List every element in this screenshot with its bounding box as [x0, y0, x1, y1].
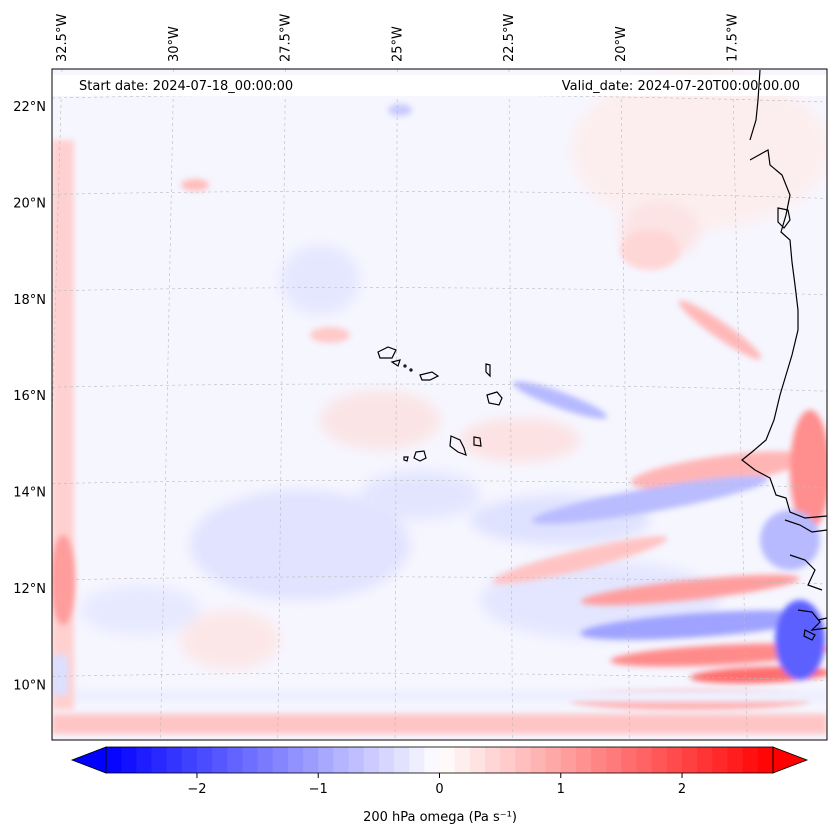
- colorbar-segment: [257, 747, 274, 773]
- colorbar-segment: [196, 747, 213, 773]
- colorbar-segment: [682, 747, 698, 773]
- colorbar-tick-label: −2: [187, 782, 206, 797]
- colorbar-segment: [697, 747, 713, 773]
- colorbar-extend-left: [70, 746, 107, 774]
- colorbar-segment: [530, 747, 547, 773]
- colorbar-segment: [363, 747, 380, 773]
- colorbar-segment: [757, 747, 774, 773]
- colorbar-segment: [575, 747, 592, 773]
- latitude-label: 22°N: [13, 100, 46, 115]
- start-date-label: Start date: 2024-07-18_00:00:00: [79, 79, 293, 94]
- latitude-label: 16°N: [13, 389, 46, 404]
- colorbar-segment: [378, 747, 395, 773]
- colorbar-segment: [591, 747, 607, 773]
- latitude-gridline: [52, 576, 827, 585]
- longitude-gridline: [508, 69, 513, 740]
- omega-field: [52, 70, 827, 734]
- colorbar-segment: [454, 747, 471, 773]
- colorbar-segment: [227, 747, 244, 773]
- colorbar-segment: [515, 747, 532, 773]
- latitude-labels: 22°N 20°N 18°N 16°N 14°N 12°N 10°N: [13, 100, 46, 693]
- colorbar-segment: [181, 747, 198, 773]
- colorbar-segment: [272, 747, 289, 773]
- colorbar-segment: [151, 747, 168, 773]
- longitude-label: 22.5°W: [502, 14, 517, 62]
- colorbar-segment: [666, 747, 683, 773]
- coastline: [741, 69, 827, 641]
- latitude-gridline: [52, 672, 827, 681]
- colorbar-segment: [560, 747, 577, 773]
- colorbar-segment: [348, 747, 365, 773]
- latitude-label: 10°N: [13, 678, 46, 693]
- graticule: [52, 69, 827, 740]
- colorbar-segment: [651, 747, 668, 773]
- latitude-label: 18°N: [13, 293, 46, 308]
- longitude-label: 27.5°W: [279, 14, 294, 62]
- longitude-label: 25°W: [390, 26, 405, 62]
- longitude-label: 32.5°W: [55, 14, 70, 62]
- longitude-label: 17.5°W: [726, 14, 741, 62]
- longitude-labels: 32.5°W 30°W 27.5°W 25°W 22.5°W 20°W 17.5°W: [55, 14, 741, 62]
- latitude-label: 20°N: [13, 196, 46, 211]
- colorbar-extend-right: [772, 746, 809, 774]
- colorbar-segment: [136, 747, 153, 773]
- colorbar-segment: [606, 747, 623, 773]
- longitude-gridline: [394, 69, 398, 740]
- colorbar-tick-label: 2: [678, 782, 686, 797]
- latitude-label: 12°N: [13, 582, 46, 597]
- colorbar-segment: [469, 747, 486, 773]
- colorbar-segment: [484, 747, 501, 773]
- colorbar-segment: [333, 747, 350, 773]
- longitude-gridline: [277, 69, 286, 740]
- longitude-gridline: [732, 69, 748, 740]
- colorbar-tick-label: 1: [557, 782, 565, 797]
- map-panel: Start date: 2024-07-18_00:00:00 Valid_da…: [52, 69, 827, 740]
- latitude-label: 14°N: [13, 486, 46, 501]
- colorbar-segment: [303, 747, 319, 773]
- colorbar-segment: [166, 747, 183, 773]
- longitude-label: 30°W: [167, 26, 182, 62]
- colorbar-segment: [424, 747, 441, 773]
- colorbar-tick-label: 0: [435, 782, 443, 797]
- cape-verde-islands: [377, 346, 503, 462]
- colorbar-segment: [106, 747, 122, 773]
- colorbar-segment: [500, 747, 516, 773]
- valid-date-label: Valid_date: 2024-07-20T00:00:00.00: [562, 79, 800, 94]
- colorbar-segment: [318, 747, 334, 773]
- longitude-gridline: [160, 69, 175, 740]
- colorbar-segment: [545, 747, 562, 773]
- colorbar-segment: [742, 747, 759, 773]
- colorbar-segment: [212, 747, 228, 773]
- colorbar-segment: [636, 747, 653, 773]
- colorbar-segment: [394, 747, 410, 773]
- header-band: [52, 75, 827, 96]
- colorbar-segment: [712, 747, 729, 773]
- longitude-label: 20°W: [614, 26, 629, 62]
- colorbar-segment: [242, 747, 259, 773]
- map-frame: [51, 68, 828, 741]
- colorbar-tick-label: −1: [309, 782, 328, 797]
- colorbar-segment: [621, 747, 638, 773]
- latitude-gridline: [52, 383, 827, 392]
- colorbar-segment: [121, 747, 137, 773]
- latitude-gridline: [52, 190, 827, 199]
- colorbar-segment: [727, 747, 744, 773]
- colorbar: −2 −1 0 1 2 200 hPa omega (Pa s⁻¹): [70, 746, 809, 825]
- latitude-gridline: [52, 287, 827, 296]
- longitude-gridline: [620, 69, 631, 740]
- colorbar-label: 200 hPa omega (Pa s⁻¹): [363, 810, 517, 825]
- colorbar-segment: [439, 747, 456, 773]
- latitude-gridline: [52, 94, 827, 103]
- colorbar-segment: [409, 747, 425, 773]
- colorbar-segment: [287, 747, 304, 773]
- latitude-gridline: [52, 480, 827, 488]
